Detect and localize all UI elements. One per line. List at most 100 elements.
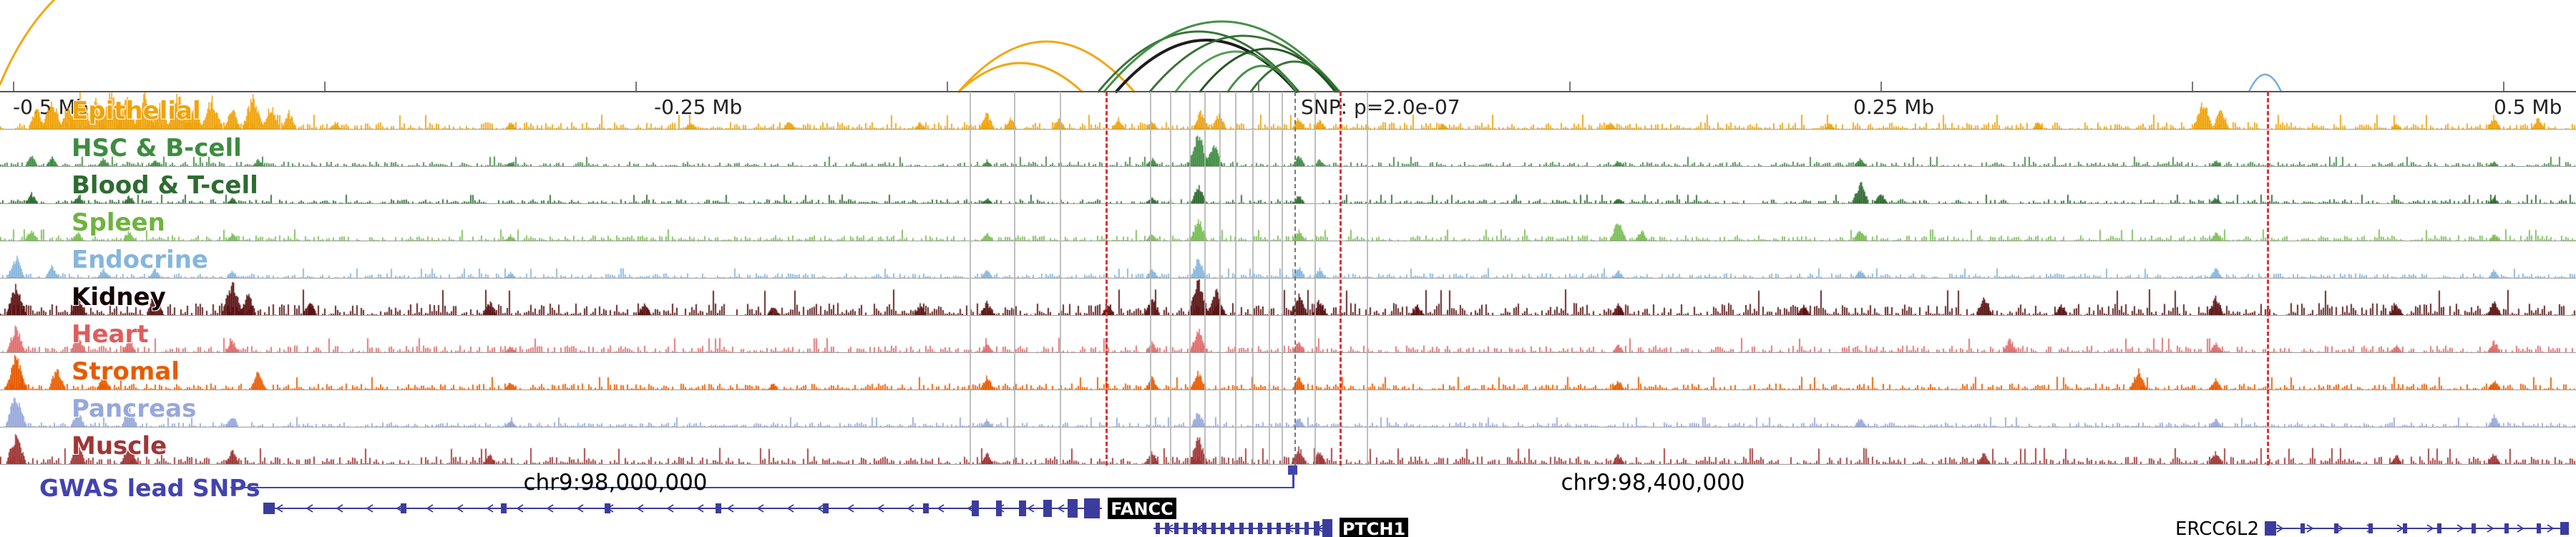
signal-spleen xyxy=(0,204,2576,241)
track-row-endocrine: Endocrine xyxy=(0,241,2576,279)
interaction-arc xyxy=(957,40,1136,93)
coordinate-ruler-ticks xyxy=(0,80,2576,92)
exon-block xyxy=(2301,523,2305,533)
exon-block xyxy=(1193,523,1197,534)
gwas-track-line xyxy=(230,487,1292,488)
interaction-arc xyxy=(1226,64,1298,93)
exon-block xyxy=(1184,523,1188,534)
coordinate-label-left: chr9:98,000,000 xyxy=(523,470,708,495)
ruler-tick xyxy=(1258,82,1259,92)
signal-hsc-bcell xyxy=(0,130,2576,166)
track-label-pancreas: Pancreas xyxy=(72,394,197,423)
track-row-blood-tcell: Blood & T-cell xyxy=(0,167,2576,204)
gene-annotation-track: FANCC PTCH1 ERCC6L2 xyxy=(263,498,2569,537)
exon-block xyxy=(1174,523,1179,534)
exon-block xyxy=(1202,523,1206,534)
exon-block xyxy=(1314,521,1319,536)
track-row-muscle: Muscle xyxy=(0,427,2576,465)
strand-arrow-icon xyxy=(516,504,524,513)
ruler-tick xyxy=(1880,82,1882,92)
track-label-kidney: Kidney xyxy=(72,282,166,311)
strand-arrow-icon xyxy=(486,504,494,513)
track-label-blood-tcell: Blood & T-cell xyxy=(72,170,258,200)
strand-arrow-icon xyxy=(696,504,704,513)
exon-block xyxy=(2437,523,2441,533)
strand-arrow-icon xyxy=(546,504,554,513)
track-row-stromal: Stromal xyxy=(0,353,2576,390)
strand-arrow-icon xyxy=(937,504,945,513)
strand-arrow-icon xyxy=(636,504,644,513)
strand-arrow-icon xyxy=(877,504,884,513)
interaction-arc xyxy=(957,62,1083,93)
track-row-hsc-bcell: HSC & B-cell xyxy=(0,130,2576,167)
track-label-spleen: Spleen xyxy=(72,208,165,237)
gene-fancc: FANCC xyxy=(263,498,1176,519)
track-label-epithelial: Epithelial xyxy=(72,96,201,125)
exon-block xyxy=(972,500,979,516)
exon-block xyxy=(1043,500,1052,517)
strand-arrow-icon xyxy=(786,504,794,513)
exon-block xyxy=(2368,523,2373,533)
strand-arrow-icon xyxy=(2457,524,2464,533)
strand-arrow-icon xyxy=(907,504,914,513)
strand-arrow-icon xyxy=(2547,524,2555,533)
signal-pancreas xyxy=(0,390,2576,427)
track-label-heart: Heart xyxy=(72,319,149,349)
gene-label-box xyxy=(1340,518,1408,537)
exon-block xyxy=(1322,519,1332,537)
interaction-arc xyxy=(1097,30,1300,93)
ruler-tick xyxy=(2192,82,2193,92)
exon-block xyxy=(2265,521,2276,536)
exon-block xyxy=(1249,523,1253,534)
strand-arrow-icon xyxy=(2306,524,2314,533)
exon-block xyxy=(263,503,275,514)
strand-arrow-icon xyxy=(456,504,464,513)
track-row-heart: Heart xyxy=(0,316,2576,353)
exon-block xyxy=(1221,523,1225,534)
track-label-endocrine: Endocrine xyxy=(72,245,208,274)
exon-block xyxy=(2560,522,2569,535)
strand-arrow-icon xyxy=(2426,524,2434,533)
ruler-tick xyxy=(635,82,637,92)
interaction-arc xyxy=(0,0,56,86)
track-label-hsc-bcell: HSC & B-cell xyxy=(72,133,242,163)
gene-label-ercc6l2: ERCC6L2 xyxy=(2175,518,2259,537)
exon-block xyxy=(1295,523,1299,534)
gene-ptch1: PTCH1 xyxy=(1153,518,1408,537)
track-row-spleen: Spleen xyxy=(0,204,2576,241)
signal-blood-tcell xyxy=(0,167,2576,203)
exon-block xyxy=(2504,523,2509,533)
track-row-epithelial: Epithelial xyxy=(0,92,2576,130)
strand-arrow-icon xyxy=(2517,524,2524,533)
exon-block xyxy=(2537,523,2541,533)
exon-block xyxy=(1277,523,1281,534)
signal-heart xyxy=(0,316,2576,352)
signal-epithelial xyxy=(0,92,2576,129)
gene-label-ptch1: PTCH1 xyxy=(1342,519,1405,537)
strand-arrow-icon xyxy=(1027,504,1035,513)
exon-block xyxy=(401,503,406,513)
ruler-tick xyxy=(1569,82,1571,92)
exon-block xyxy=(1156,523,1160,534)
coordinate-label-right: chr9:98,400,000 xyxy=(1561,470,1745,495)
exon-block xyxy=(1304,522,1309,535)
interaction-arc xyxy=(1199,47,1337,93)
strand-arrow-icon xyxy=(2487,524,2494,533)
ruler-tick xyxy=(947,82,948,92)
exon-block xyxy=(2472,523,2476,533)
gene-label-box xyxy=(1108,498,1176,519)
strand-arrow-icon xyxy=(306,504,313,513)
exon-block xyxy=(2403,523,2407,533)
exon-block xyxy=(1211,523,1216,534)
exon-block xyxy=(923,503,929,513)
gene-ercc6l2: ERCC6L2 xyxy=(2175,518,2569,537)
interaction-arc xyxy=(2248,73,2283,93)
exon-block xyxy=(501,503,507,513)
strand-arrow-icon xyxy=(275,504,283,513)
strand-arrow-icon xyxy=(2276,524,2284,533)
exon-block xyxy=(1019,500,1026,516)
strand-arrow-icon xyxy=(666,504,674,513)
exon-block xyxy=(716,503,721,513)
exon-block xyxy=(996,500,1002,516)
